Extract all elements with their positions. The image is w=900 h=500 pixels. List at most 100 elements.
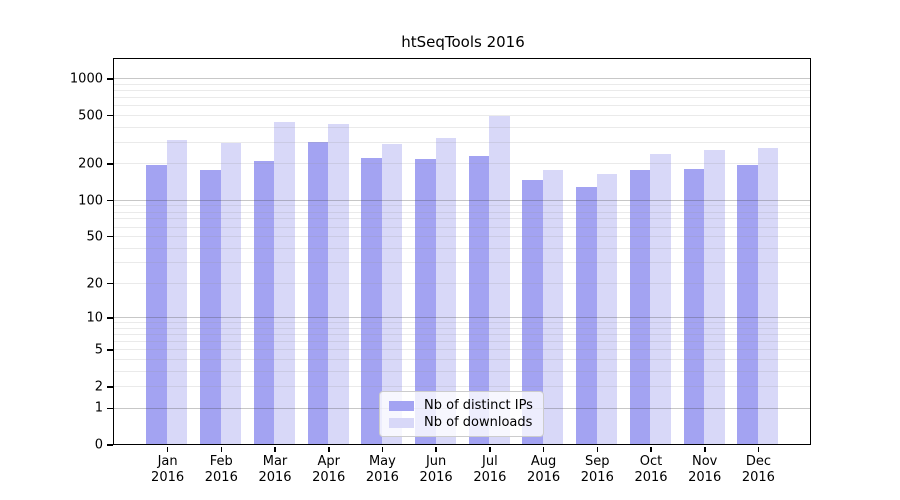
legend-swatch-distinct-ips: [389, 400, 414, 411]
x-tick-label: Oct 2016: [634, 454, 667, 486]
bar-series1-apr: [328, 123, 349, 445]
x-tick-year: 2016: [473, 470, 507, 485]
x-tick-mark: [596, 446, 598, 452]
y-tick-label: 5: [94, 342, 103, 358]
y-tick-label: 10: [86, 310, 103, 326]
x-tick-label: Jan 2016: [151, 454, 184, 486]
bar-series0-jan: [146, 164, 167, 445]
bar-series0-may: [361, 158, 382, 445]
x-tick-mark: [328, 446, 330, 452]
x-tick-mark: [542, 446, 545, 452]
x-tick-month: Aug: [530, 454, 557, 469]
x-tick-month: May: [368, 454, 396, 469]
gridline-minor: [114, 126, 811, 128]
x-tick-mark: [166, 446, 169, 452]
x-tick-year: 2016: [419, 470, 453, 485]
x-tick-month: Nov: [692, 454, 718, 469]
x-tick-label: Feb 2016: [205, 454, 238, 486]
x-tick-mark: [704, 446, 706, 452]
legend-label-downloads: Nb of downloads: [424, 415, 533, 430]
y-tick-mark: [107, 78, 113, 80]
legend-item-distinct-ips: Nb of distinct IPs: [389, 397, 533, 414]
y-tick-mark: [107, 235, 113, 238]
gridline-minor: [114, 247, 811, 249]
bar-series1-feb: [220, 143, 242, 445]
legend: Nb of distinct IPs Nb of downloads: [379, 391, 544, 437]
gridline-minor: [114, 334, 811, 336]
y-tick-mark: [107, 114, 113, 117]
bar-series1-jun: [435, 138, 457, 445]
gridline-minor: [114, 370, 811, 372]
gridline-minor: [114, 205, 811, 207]
x-tick-month: Dec: [745, 454, 771, 469]
x-tick-mark: [650, 446, 652, 452]
legend-label-distinct-ips: Nb of distinct IPs: [424, 398, 533, 413]
x-tick-mark: [757, 446, 760, 452]
bar-series0-oct: [629, 170, 651, 445]
y-tick-mark: [107, 317, 113, 319]
y-tick-label: 2: [94, 379, 103, 395]
x-tick-label: Jun 2016: [420, 454, 453, 486]
x-tick-label: Mar 2016: [258, 454, 291, 486]
x-tick-label: Apr 2016: [312, 454, 345, 486]
bar-series0-sep: [576, 187, 597, 445]
x-tick-label: May 2016: [366, 454, 399, 486]
x-tick-month: Sep: [585, 454, 610, 469]
x-tick-mark: [274, 446, 276, 452]
x-tick-year: 2016: [634, 470, 668, 485]
y-tick-mark: [107, 407, 113, 409]
y-tick-label: 100: [78, 193, 103, 208]
y-tick-label: 500: [78, 108, 103, 124]
bar-series0-feb: [200, 169, 221, 445]
gridline-minor: [114, 327, 811, 329]
gridline-minor: [114, 283, 811, 285]
gridline-minor: [114, 349, 811, 351]
gridline-minor: [114, 211, 811, 213]
y-tick-label: 20: [86, 276, 103, 292]
bar-series1-nov: [704, 150, 725, 445]
gridline-minor: [114, 105, 811, 107]
gridline-minor: [114, 90, 811, 92]
y-tick-mark: [107, 282, 113, 285]
y-tick-mark: [107, 163, 113, 165]
y-tick-mark: [107, 349, 113, 351]
x-tick-month: Jul: [482, 454, 498, 469]
y-tick-label: 0: [94, 437, 103, 453]
x-tick-mark: [381, 446, 384, 452]
bar-series0-jun: [415, 159, 436, 445]
y-tick-label: 200: [78, 156, 103, 172]
x-tick-year: 2016: [258, 470, 292, 485]
y-tick-mark: [107, 444, 113, 446]
bar-series0-nov: [683, 169, 705, 445]
x-tick-year: 2016: [580, 470, 614, 485]
gridline-minor: [114, 226, 811, 228]
x-tick-year: 2016: [741, 470, 775, 485]
bar-series0-dec: [737, 164, 758, 445]
bar-series1-oct: [650, 154, 671, 445]
bar-series0-jul: [468, 156, 490, 445]
x-tick-label: Sep 2016: [581, 454, 614, 486]
x-tick-mark: [220, 446, 222, 452]
x-tick-year: 2016: [688, 470, 722, 485]
gridline-minor: [114, 341, 811, 343]
gridline-minor: [114, 97, 811, 99]
y-tick-label: 1000: [69, 71, 103, 87]
gridline-minor: [114, 236, 811, 238]
y-tick-label: 50: [86, 229, 103, 245]
x-tick-mark: [489, 446, 491, 452]
bar-series1-may: [381, 144, 403, 445]
bar-series1-jan: [166, 140, 188, 445]
bar-series1-aug: [542, 170, 564, 445]
x-tick-label: Dec 2016: [742, 454, 775, 486]
gridline-minor: [114, 386, 811, 388]
y-tick-label: 1: [94, 400, 103, 416]
x-tick-mark: [435, 446, 437, 452]
gridline-major: [114, 199, 811, 201]
gridline-minor: [114, 359, 811, 361]
x-tick-year: 2016: [312, 470, 346, 485]
gridline-minor: [114, 163, 811, 165]
gridline-minor: [114, 262, 811, 264]
y-tick-mark: [107, 386, 113, 388]
chart-title: htSeqTools 2016: [401, 33, 525, 51]
